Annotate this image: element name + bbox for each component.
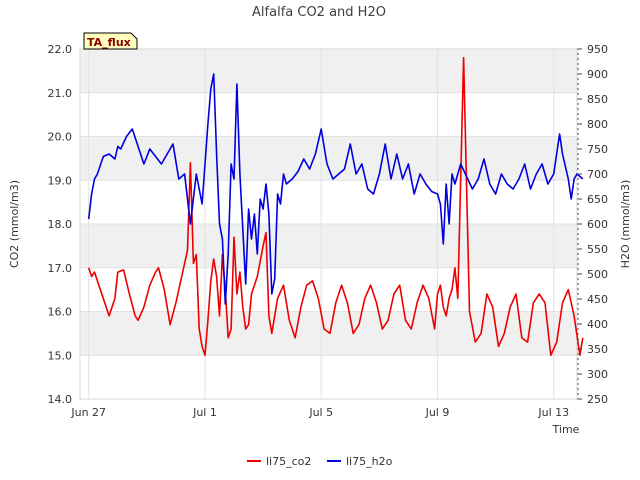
x-tick-label: Jul 13	[537, 406, 569, 419]
background-bands	[80, 49, 577, 356]
y-right-tick-label: 750	[587, 143, 608, 156]
y-right-tick-label: 450	[587, 293, 608, 306]
y-right-tick-label: 350	[587, 343, 608, 356]
y-left-tick-label: 17.0	[48, 262, 73, 275]
y-right-tick-label: 650	[587, 193, 608, 206]
grid-band	[80, 224, 577, 268]
x-tick-label: Jun 27	[70, 406, 106, 419]
grid-band	[80, 136, 577, 181]
y-left-tick-label: 21.0	[48, 87, 73, 100]
gridlines	[80, 48, 577, 400]
grid-band	[80, 311, 577, 356]
y-left-tick-label: 20.0	[48, 131, 73, 144]
grid-band	[80, 49, 577, 93]
legend-label-co2: li75_co2	[266, 455, 311, 468]
y-axis-left-ticks: 14.0 15.0 16.0 17.0 18.0 19.0 20.0 21.0 22.0	[48, 43, 73, 406]
x-tick-label: Jul 1	[192, 406, 217, 419]
chart-title: Alfalfa CO2 and H2O	[252, 5, 386, 20]
y-right-tick-label: 900	[587, 68, 608, 81]
x-tick-label: Jul 5	[308, 406, 333, 419]
y-right-tick-label: 950	[587, 43, 608, 56]
y-right-tick-label: 250	[587, 393, 608, 406]
y-right-tick-label: 400	[587, 318, 608, 331]
y-left-tick-label: 15.0	[48, 349, 73, 362]
badge-box	[83, 32, 138, 50]
x-tick-label: Jul 9	[425, 406, 450, 419]
series-layer	[87, 56, 584, 357]
y-right-tick-label: 850	[587, 93, 608, 106]
y-left-tick-label: 18.0	[48, 218, 73, 231]
series-line-li75_h2o	[87, 73, 584, 305]
y-right-tick-label: 300	[587, 368, 608, 381]
y-right-tick-label: 600	[587, 218, 608, 231]
y-right-tick-label: 800	[587, 118, 608, 131]
y-left-tick-label: 16.0	[48, 306, 73, 319]
y-axis-right-label: H2O (mmol/m3)	[619, 180, 632, 269]
x-axis-label: Time	[552, 423, 580, 436]
y-right-tick-label: 550	[587, 243, 608, 256]
legend-label-h2o: li75_h2o	[346, 455, 393, 468]
y-left-tick-label: 14.0	[48, 393, 73, 406]
y-axis-left-label: CO2 (mmol/m3)	[8, 180, 21, 268]
y-left-tick-label: 19.0	[48, 174, 73, 187]
y-right-tick-label: 700	[587, 168, 608, 181]
legend: li75_co2 li75_h2o	[247, 455, 393, 468]
y-right-tick-label: 500	[587, 268, 608, 281]
badge-label: TA_flux	[87, 36, 131, 49]
y-axis-right-ticks: 250 300 350 400 450 500 550 600 650 700 750 800 850 9…	[577, 43, 608, 406]
ta-flux-badge: TA_flux	[83, 32, 138, 50]
series-line-li75_co2	[87, 56, 584, 357]
x-axis-ticks: Jun 27 Jul 1 Jul 5 Jul 9 Jul 13	[70, 406, 569, 419]
y-left-tick-label: 22.0	[48, 43, 73, 56]
